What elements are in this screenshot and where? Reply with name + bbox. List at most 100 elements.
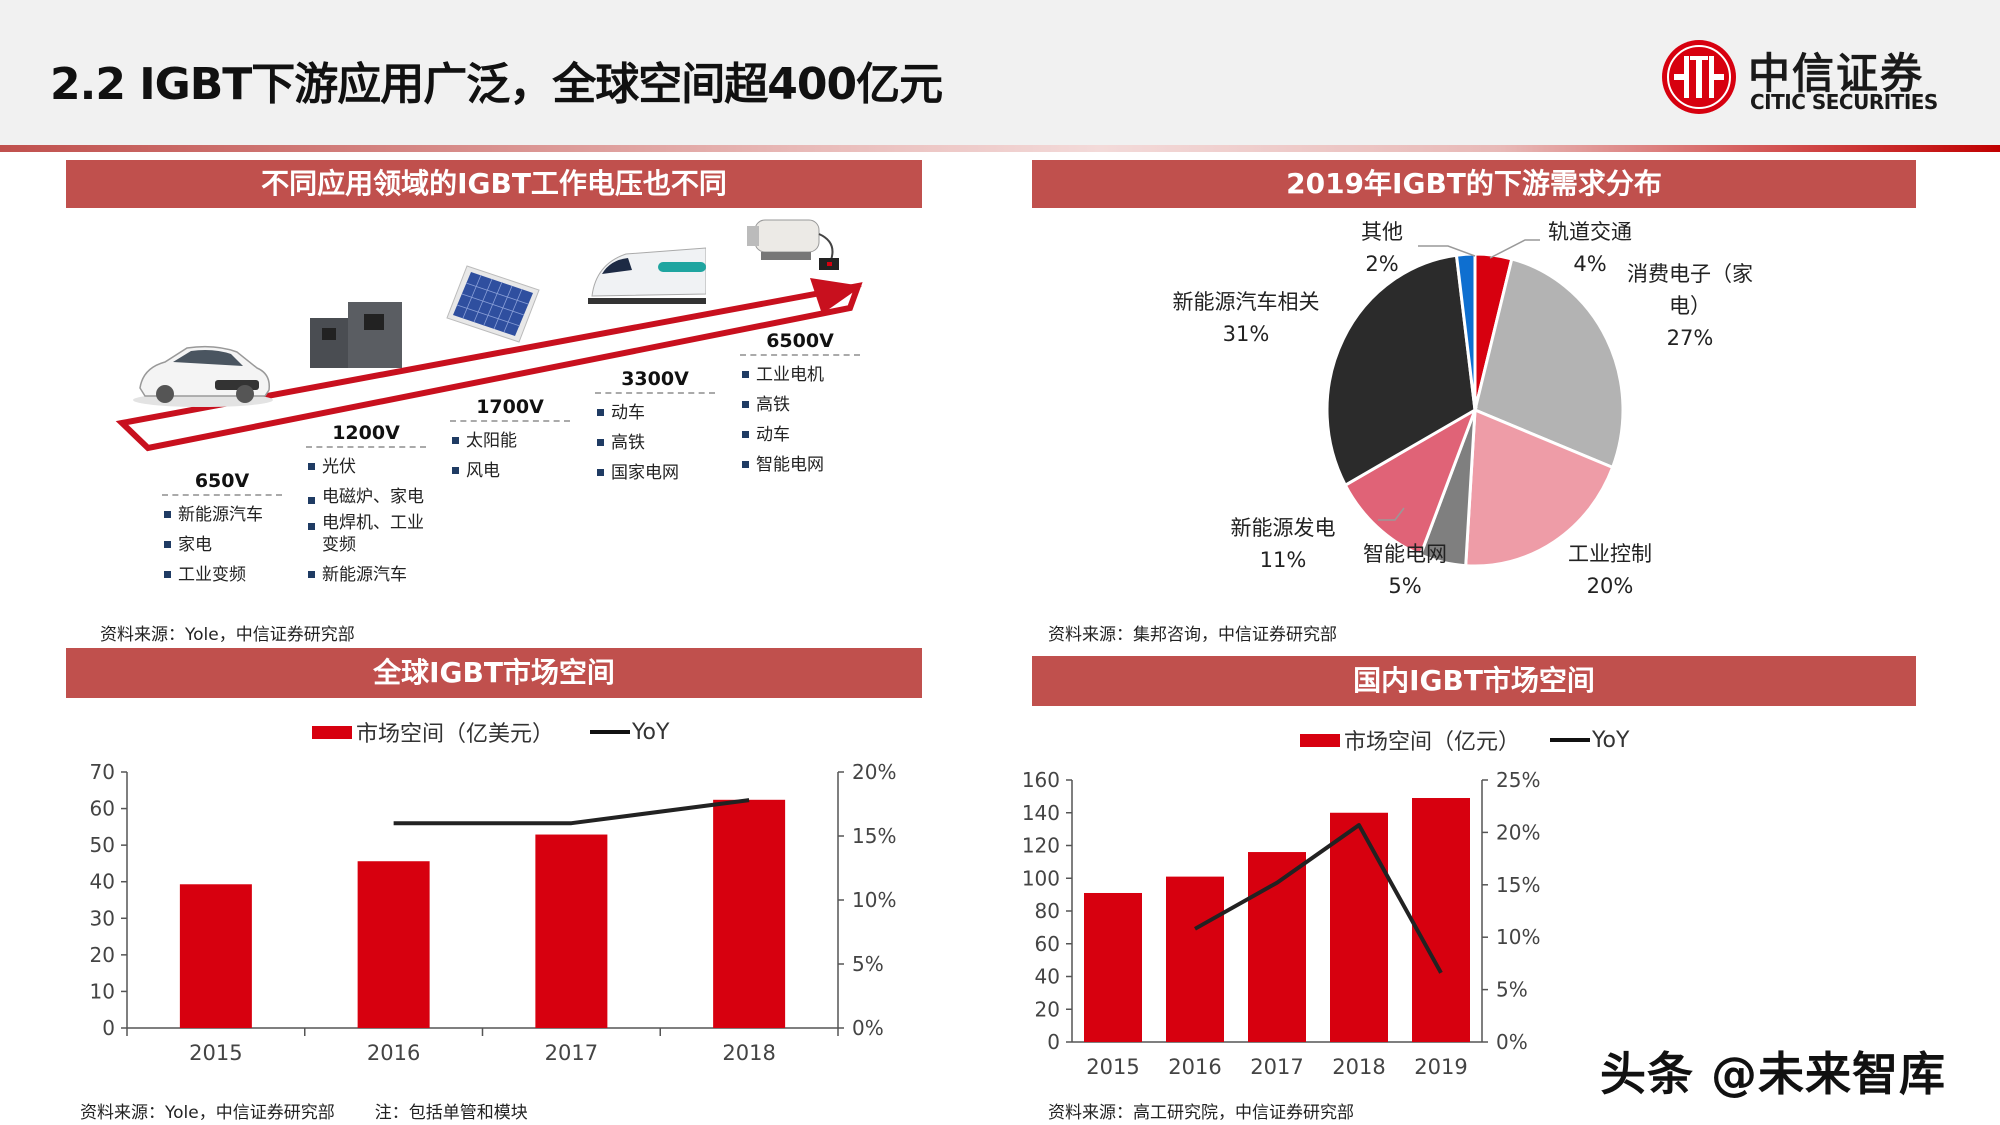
voltage-arrow-icon bbox=[115, 278, 863, 452]
yoy-line bbox=[393, 798, 750, 826]
legend-line-swatch bbox=[590, 730, 631, 734]
solar-panel-image bbox=[445, 262, 541, 344]
svg-text:20: 20 bbox=[90, 943, 115, 967]
dashed-divider bbox=[450, 420, 570, 422]
voltage-column-3300v: 3300V 动车 高铁 国家电网 bbox=[595, 368, 715, 488]
application-item: 高铁 bbox=[595, 428, 715, 458]
svg-text:2017: 2017 bbox=[545, 1041, 598, 1065]
pie-slice-label: 新能源发电 11% bbox=[1230, 516, 1336, 572]
svg-text:40: 40 bbox=[90, 870, 115, 894]
pie-slice-label: 其他 2% bbox=[1361, 220, 1403, 276]
svg-text:70: 70 bbox=[90, 760, 115, 784]
bar bbox=[535, 834, 608, 1028]
application-item: 电磁炉、家电 bbox=[306, 486, 426, 508]
logo-text-en: CITIC SECURITIES bbox=[1750, 90, 1938, 114]
pie-slice-label: 轨道交通 4% bbox=[1548, 220, 1632, 276]
svg-text:10: 10 bbox=[90, 979, 115, 1003]
car-image bbox=[125, 338, 275, 408]
note-text: 注：包括单管和模块 bbox=[374, 1103, 528, 1123]
pie-slice bbox=[1473, 257, 1625, 470]
svg-text:10%: 10% bbox=[1496, 925, 1540, 949]
pie-slice-label: 消费电子（家 电） 27% bbox=[1627, 262, 1753, 350]
svg-text:60: 60 bbox=[90, 797, 115, 821]
pie-panel-title: 2019年IGBT的下游需求分布 bbox=[1032, 160, 1916, 208]
svg-text:30: 30 bbox=[90, 906, 115, 930]
domestic-chart-legend: 市场空间（亿元） YoY bbox=[1300, 724, 1629, 756]
pie-slice bbox=[1464, 407, 1615, 568]
legend-line-swatch bbox=[1550, 738, 1591, 742]
dashed-divider bbox=[162, 494, 282, 496]
voltage-panel-title: 不同应用领域的IGBT工作电压也不同 bbox=[66, 160, 922, 208]
watermark-text: 头条 @未来智库 bbox=[1600, 1047, 1947, 1101]
dashed-divider bbox=[595, 392, 715, 394]
logo-text-cn: 中信证券 bbox=[1748, 49, 1925, 98]
header-divider bbox=[0, 145, 2000, 152]
svg-text:15%: 15% bbox=[852, 824, 896, 848]
svg-text:2019: 2019 bbox=[1414, 1055, 1467, 1079]
application-item: 太阳能 bbox=[450, 426, 570, 456]
application-item: 新能源汽车 bbox=[306, 560, 426, 590]
application-item: 新能源汽车 bbox=[162, 500, 282, 530]
svg-text:80: 80 bbox=[1035, 899, 1060, 923]
svg-text:100: 100 bbox=[1022, 866, 1060, 890]
legend-line-label: YoY bbox=[1592, 727, 1630, 753]
svg-text:2015: 2015 bbox=[1086, 1055, 1139, 1079]
global-market-chart: 0 10 20 30 40 50 60 70 0% 5% 10% 15% 20% 2015 2016 2017… bbox=[90, 760, 897, 1065]
pie-slice-label: 智能电网 5% bbox=[1363, 542, 1447, 598]
bar bbox=[713, 799, 786, 1028]
pie-slice-label: 新能源汽车相关 31% bbox=[1172, 290, 1320, 346]
application-item: 动车 bbox=[595, 398, 715, 428]
application-item: 光伏 bbox=[306, 452, 426, 482]
svg-text:10%: 10% bbox=[852, 888, 896, 912]
voltage-label: 3300V bbox=[621, 368, 689, 390]
global-panel-title: 全球IGBT市场空间 bbox=[66, 648, 922, 698]
domestic-market-chart: 0 20 40 60 80 100 120 140 160 0% 5% 10% 15% 20% 25% 201… bbox=[1022, 768, 1541, 1079]
voltage-label: 6500V bbox=[766, 330, 834, 352]
application-item: 高铁 bbox=[740, 390, 860, 420]
bullet-train-image bbox=[588, 246, 707, 308]
bar bbox=[1330, 812, 1388, 1042]
domestic-panel-title: 国内IGBT市场空间 bbox=[1032, 656, 1916, 706]
application-item: 动车 bbox=[740, 420, 860, 450]
citic-logo: 中信证券 CITIC SECURITIES bbox=[1660, 38, 1950, 118]
svg-text:20%: 20% bbox=[852, 760, 896, 784]
application-item: 电焊机、工业变频 bbox=[306, 512, 426, 556]
voltage-label: 1200V bbox=[332, 422, 400, 444]
svg-text:25%: 25% bbox=[1496, 768, 1540, 792]
demand-pie-chart bbox=[1325, 252, 1625, 568]
bar bbox=[1166, 876, 1224, 1042]
citic-logo-icon bbox=[1662, 40, 1736, 114]
voltage-label: 1700V bbox=[476, 396, 544, 418]
slide-title: 2.2 IGBT下游应用广泛，全球空间超400亿元 bbox=[50, 59, 943, 110]
svg-text:120: 120 bbox=[1022, 834, 1060, 858]
dashed-divider bbox=[740, 354, 860, 356]
global-chart-legend: 市场空间（亿美元） YoY bbox=[312, 716, 669, 748]
svg-text:60: 60 bbox=[1035, 932, 1060, 956]
voltage-column-6500v: 6500V 工业电机 高铁 动车 智能电网 bbox=[740, 330, 860, 480]
application-item: 风电 bbox=[450, 456, 570, 486]
legend-bar-swatch bbox=[312, 725, 352, 739]
svg-text:0%: 0% bbox=[1496, 1030, 1528, 1054]
dashed-divider bbox=[306, 446, 426, 448]
industrial-motor-image bbox=[745, 212, 845, 274]
svg-text:0: 0 bbox=[102, 1016, 115, 1040]
slide-header: 2.2 IGBT下游应用广泛，全球空间超400亿元 中信证券 CITIC SEC… bbox=[0, 0, 2000, 145]
voltage-label: 650V bbox=[194, 470, 250, 492]
voltage-column-1700v: 1700V 太阳能 风电 bbox=[450, 396, 570, 486]
legend-bar-swatch bbox=[1300, 733, 1340, 747]
voltage-column-1200v: 1200V 光伏 电磁炉、家电 电焊机、工业变频 新能源汽车 bbox=[306, 422, 426, 590]
pie-slice bbox=[1325, 253, 1477, 488]
legend-bar-label: 市场空间（亿美元） bbox=[356, 722, 555, 747]
svg-text:5%: 5% bbox=[852, 952, 884, 976]
global-source-note: 资料来源：Yole，中信证券研究部 注：包括单管和模块 bbox=[80, 1098, 528, 1123]
svg-text:50: 50 bbox=[90, 833, 115, 857]
svg-text:5%: 5% bbox=[1496, 978, 1528, 1002]
svg-text:0: 0 bbox=[1047, 1030, 1060, 1054]
pie-slice-label: 工业控制 20% bbox=[1568, 542, 1652, 598]
application-item: 国家电网 bbox=[595, 458, 715, 488]
svg-text:40: 40 bbox=[1035, 965, 1060, 989]
application-item: 工业变频 bbox=[162, 560, 282, 590]
svg-text:160: 160 bbox=[1022, 768, 1060, 792]
svg-text:20%: 20% bbox=[1496, 820, 1540, 844]
bar bbox=[1412, 798, 1470, 1042]
